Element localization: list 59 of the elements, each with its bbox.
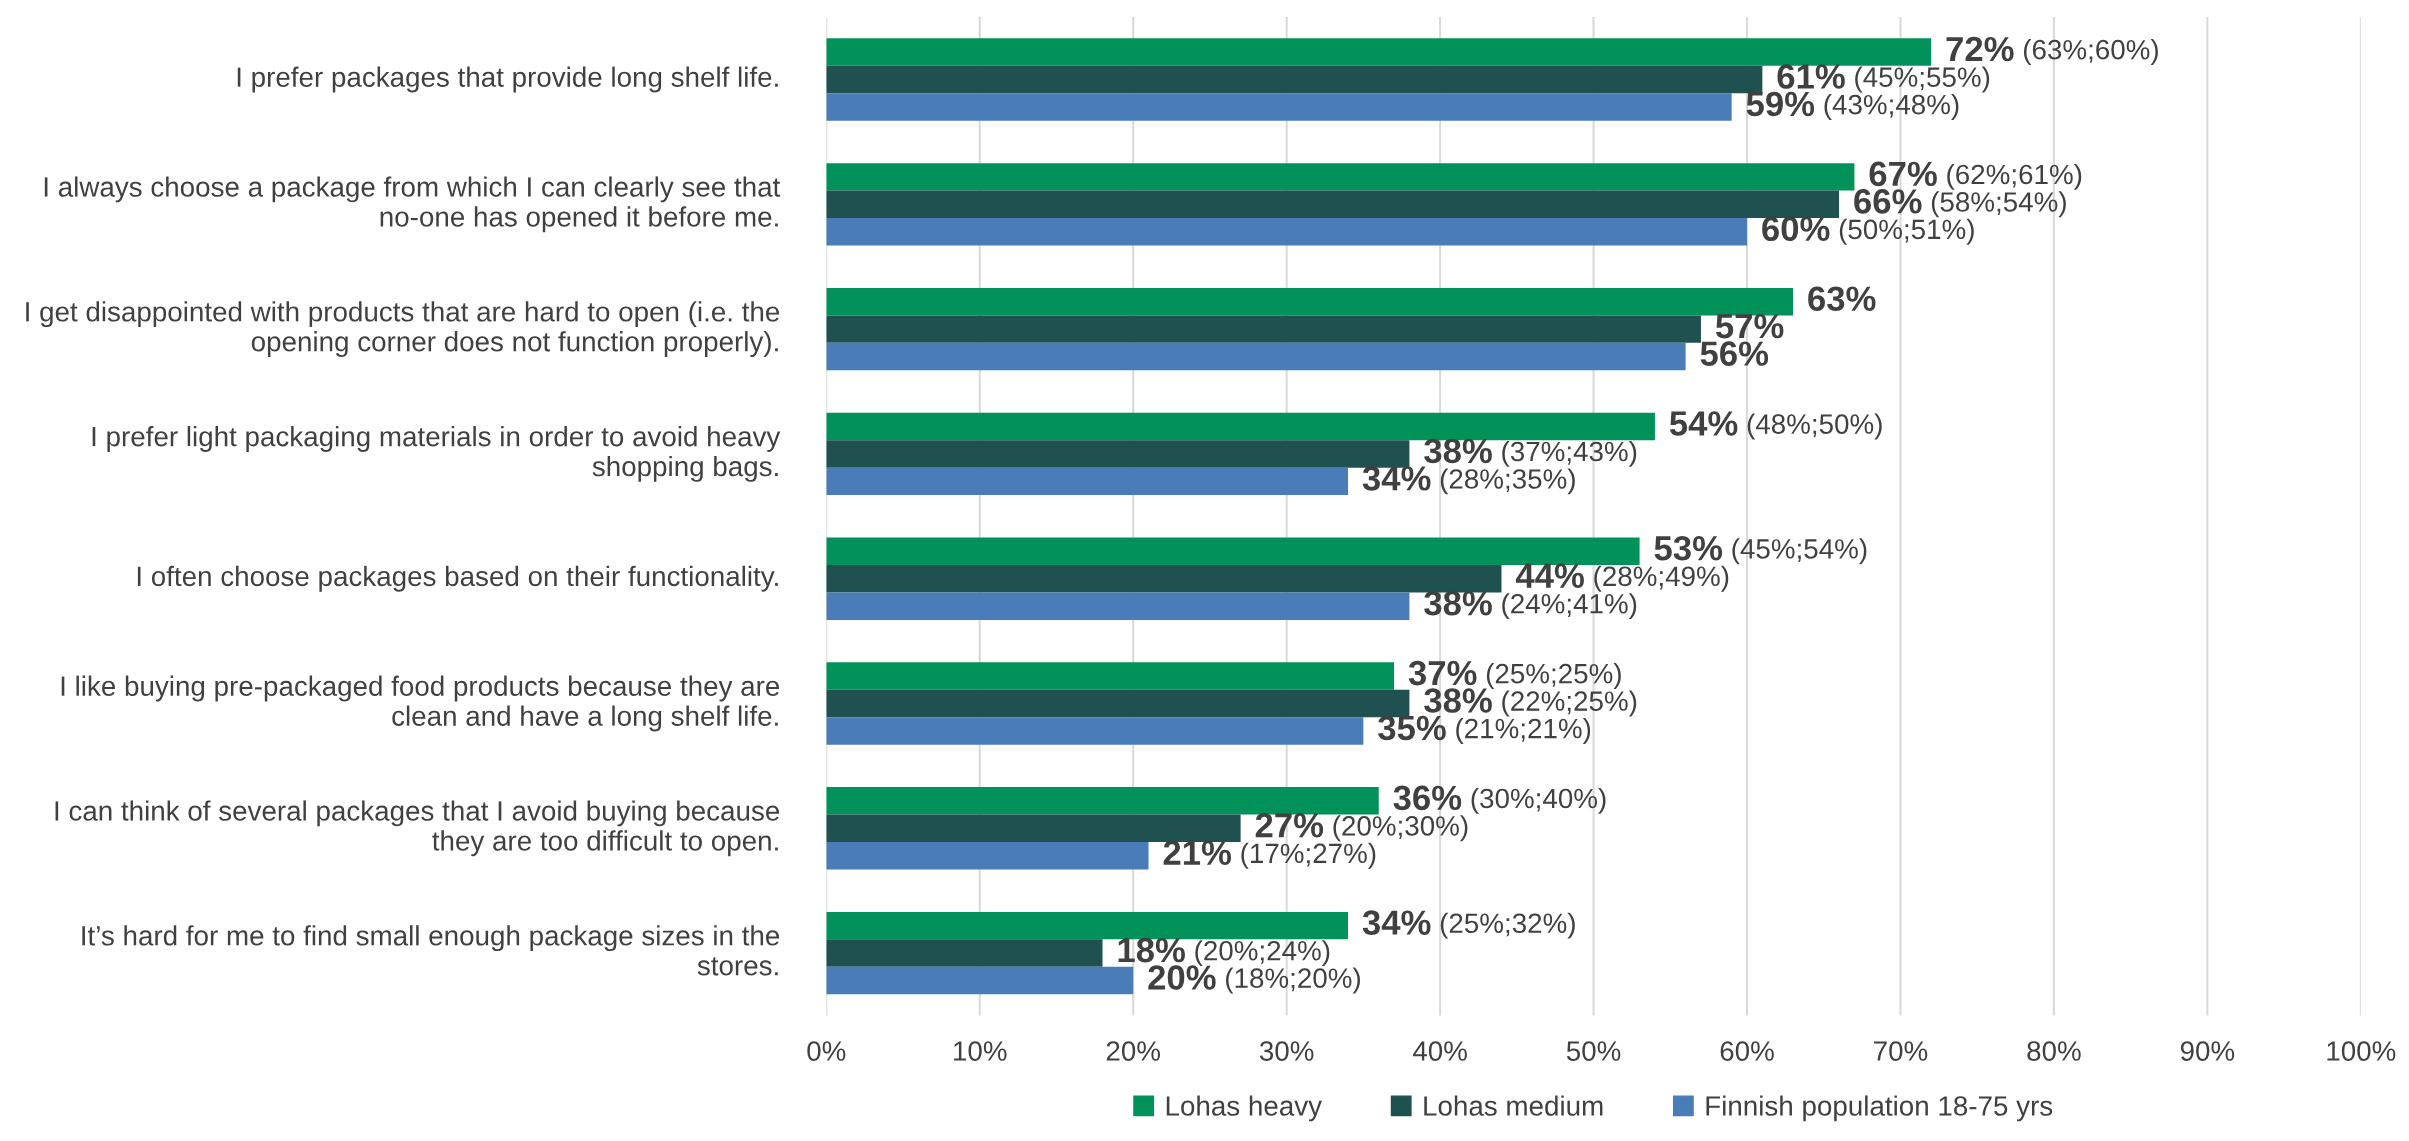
x-tick-label: 90% [2180,1041,2235,1061]
bar [826,537,1640,565]
y-tick-label: I can think of several packages that I avoid buying because they are too difficult to open. [55,800,780,857]
data-label: 34% (28%;35%) [1362,466,1575,495]
data-label: 21% (17%;27%) [1163,840,1376,869]
x-tick-label: 20% [1106,1041,1160,1061]
x-tick-label: 100% [2327,1041,2396,1061]
data-label: 38% (22%;25%) [1424,688,1637,717]
bar [826,842,1149,870]
x-tick-label: 70% [1874,1041,1928,1061]
y-tick-label: It’s hard for me to find small enough package sizes in the stores. [82,925,780,976]
data-label: 27% (20%;30%) [1255,813,1468,842]
bar [826,939,1103,967]
x-tick-label: 40% [1412,1041,1467,1061]
bar [826,787,1379,815]
bar [826,342,1686,371]
x-tick-label: 10% [954,1041,1007,1061]
legend-label: Finnish population 18-75 yrs [1706,1095,2053,1122]
bar [826,440,1410,468]
data-label: 66% (58%;54%) [1854,189,2066,218]
y-tick-label: I often choose packages based on their functionality. [137,565,778,592]
bar [826,966,1134,995]
legend-label: Lohas medium [1424,1095,1603,1116]
data-label: 44% (28%;49%) [1515,563,1729,592]
data-label: 34% (25%;32%) [1362,910,1575,939]
x-tick-label: 50% [1566,1041,1621,1061]
bar [826,38,1932,66]
x-tick-label: 60% [1720,1041,1774,1061]
bar [826,218,1748,246]
y-tick-label: I prefer light packaging materials in order to avoid heavy shopping bags. [92,426,781,482]
bar [826,163,1855,191]
bar [826,717,1364,745]
bar [826,662,1395,690]
legend-label: Lohas heavy [1166,1095,1322,1122]
data-label: 56% [1700,341,1769,366]
y-tick-label: I like buying pre-packaged food products because they are clean and have a long shelf life. [61,675,780,732]
bar [826,315,1701,343]
data-label: 54% (48%;50%) [1669,411,1882,440]
data-label: 67% (62%;61%) [1869,161,2082,190]
data-label: 53% (45%;54%) [1654,535,1867,565]
x-tick-label: 0% [807,1041,846,1061]
x-tick-label: 80% [2027,1041,2081,1061]
data-label: 36% (30%;40%) [1393,785,1606,814]
y-tick-label: I get disappointed with products that are hard to open (i.e. the opening corner does not function properly). [26,301,780,358]
data-label: 61% (45%;55%) [1777,64,1990,93]
bar [826,93,1732,121]
bar [826,564,1502,593]
data-label: 38% (37%;43%) [1424,438,1637,467]
bar [826,287,1794,316]
data-label: 63% [1808,286,1876,312]
data-label: 57% [1715,313,1784,339]
data-label: 72% (63%;60%) [1946,36,2158,65]
data-label: 37% (25%;25%) [1408,660,1621,689]
x-tick-label: 30% [1259,1041,1314,1061]
y-tick-label: I prefer packages that provide long shelf life. [237,66,778,93]
bar [826,467,1349,496]
bar [826,592,1410,620]
data-label: 60% (50%;51%) [1762,216,1974,245]
y-tick-label: I always choose a package from which I can clearly see that no-one has opened it before me. [44,176,781,233]
